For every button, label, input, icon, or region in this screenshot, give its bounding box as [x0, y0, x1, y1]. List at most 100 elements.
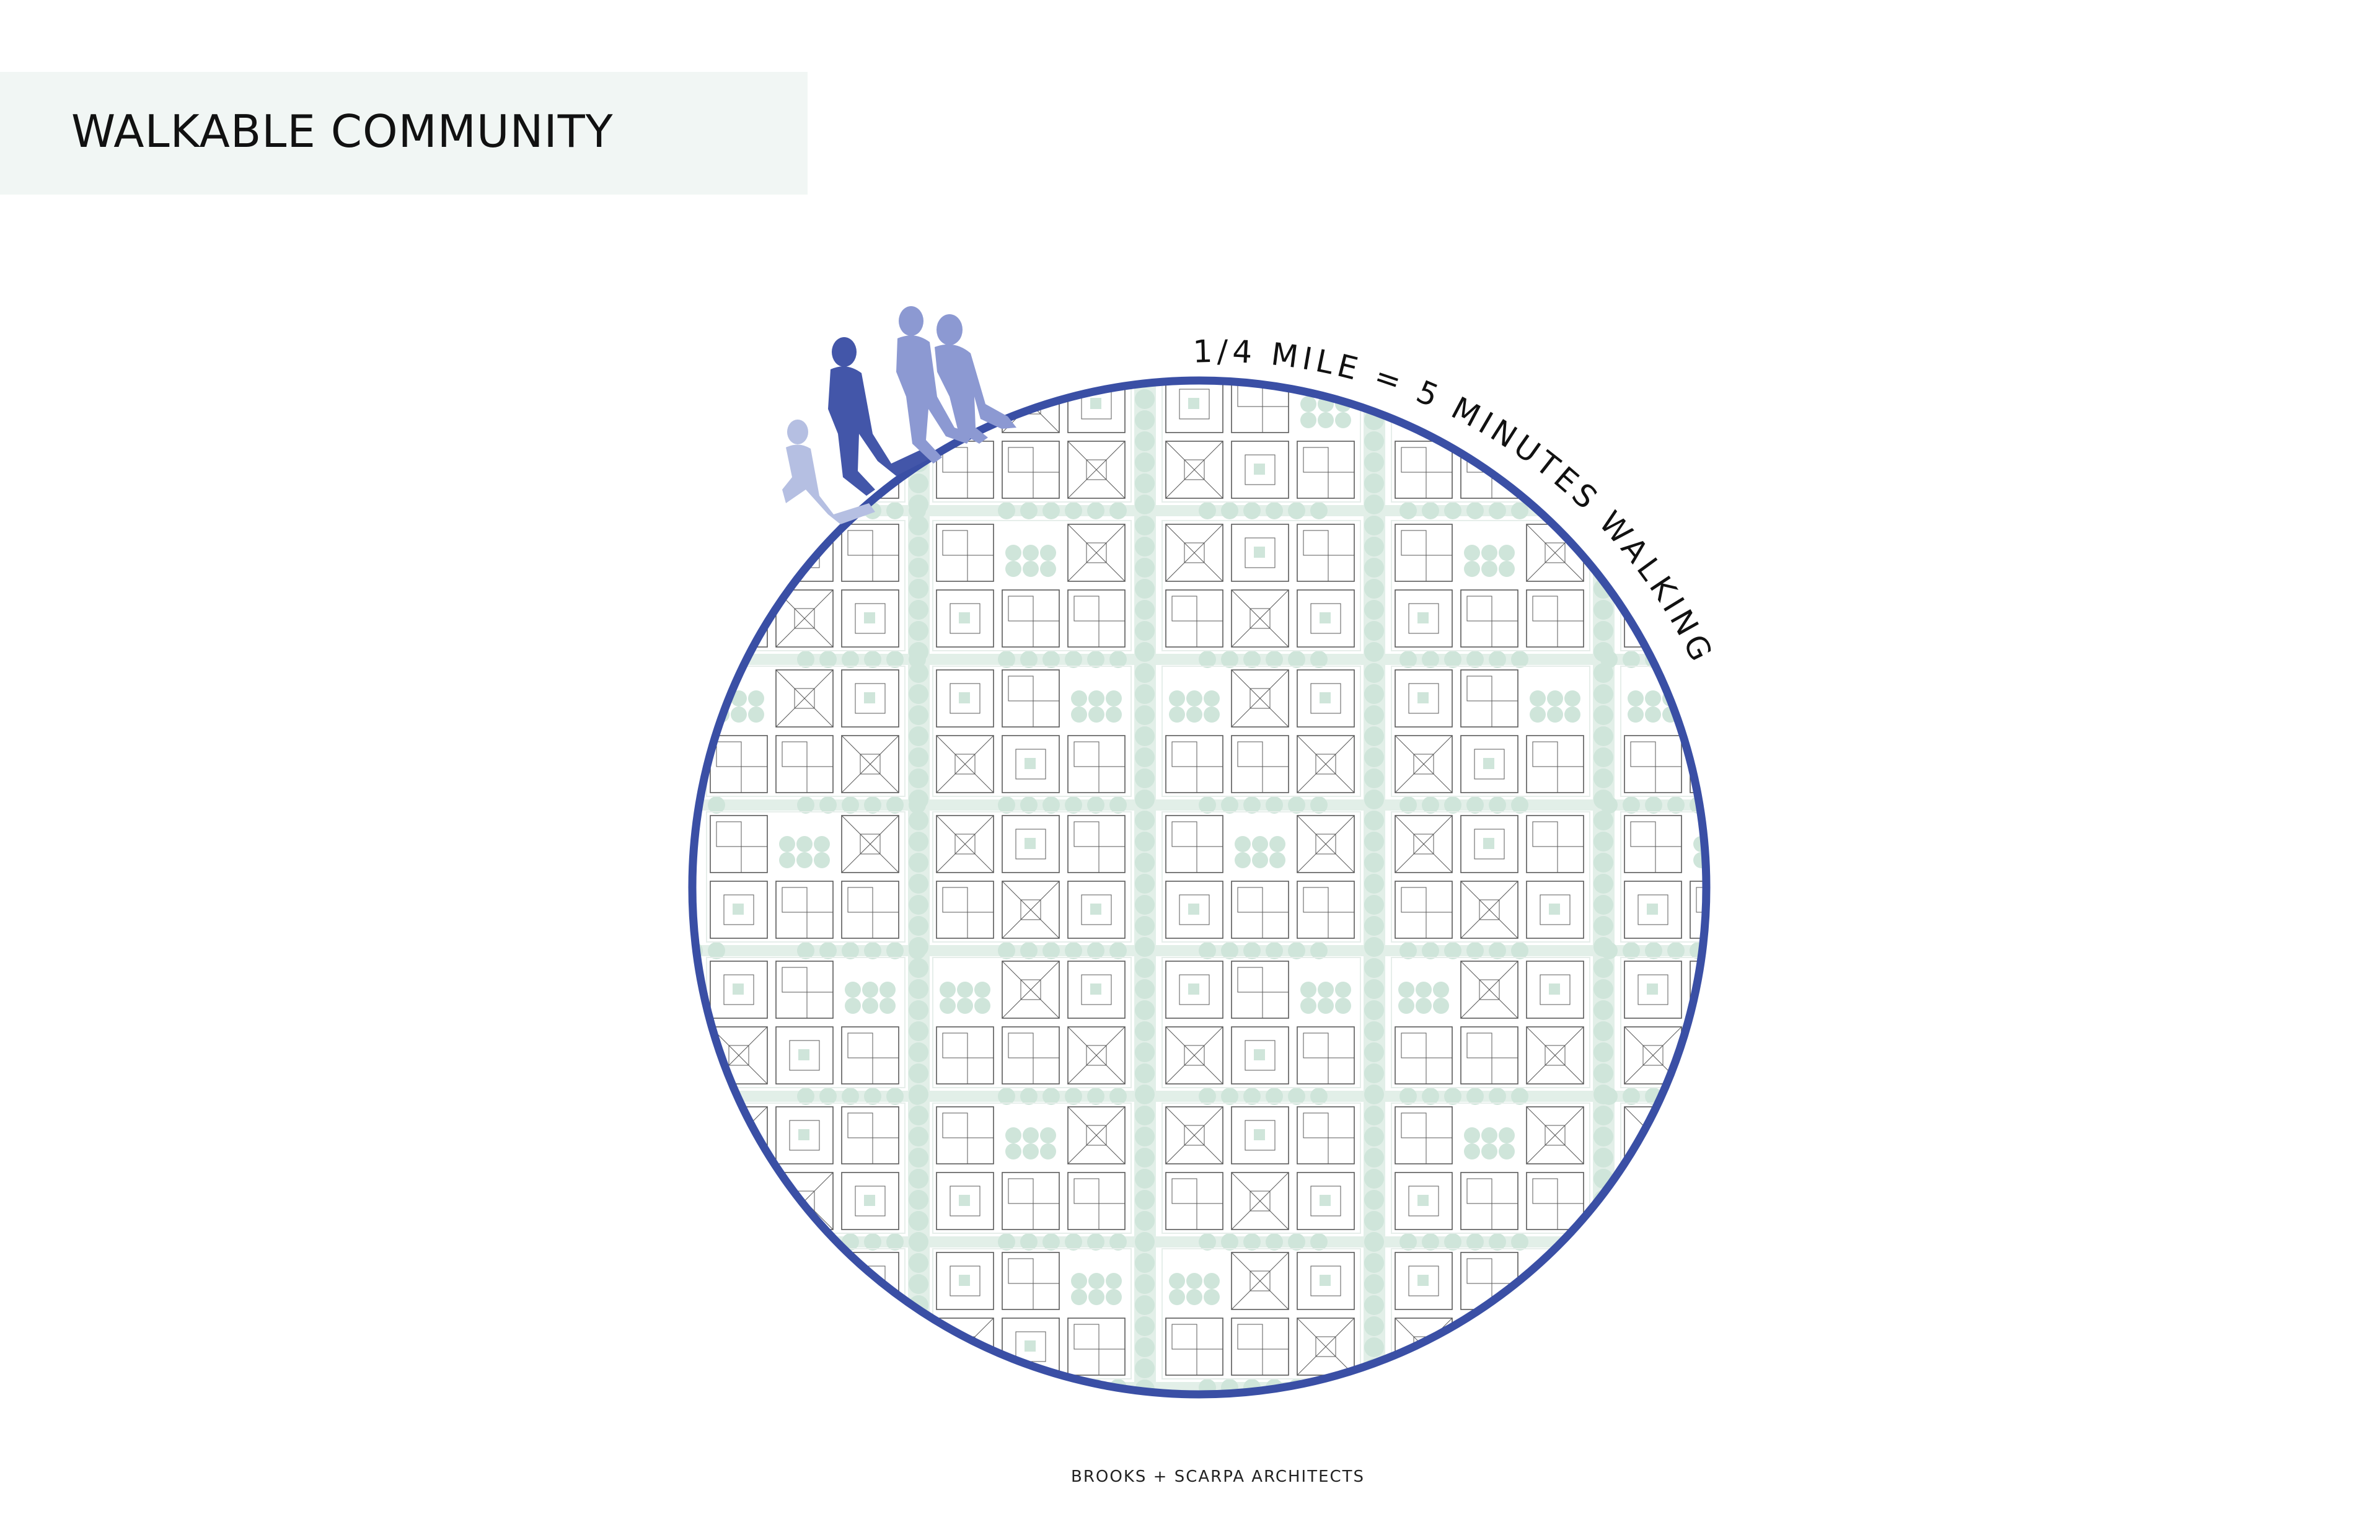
- street-tree: [1266, 1088, 1283, 1105]
- street-tree: [909, 1401, 928, 1420]
- roof-hip: [1315, 834, 1336, 855]
- street-tree: [1511, 651, 1528, 668]
- courtyard: [1408, 683, 1439, 714]
- street-tree: [1135, 705, 1155, 725]
- house-footprint: [1395, 1398, 1452, 1455]
- roof-hip: [1642, 459, 1664, 480]
- street-tree: [1135, 1295, 1155, 1315]
- street-tree: [1065, 502, 1082, 519]
- street-tree: [1135, 642, 1155, 662]
- street-tree: [1600, 942, 1618, 959]
- street-tree: [1364, 832, 1384, 851]
- room-outline: [1008, 596, 1034, 622]
- room-outline: [1466, 1258, 1492, 1284]
- house-footprint: [1231, 961, 1289, 1019]
- house-footprint: [1526, 1318, 1584, 1376]
- room-outline: [782, 382, 808, 407]
- room-outline: [1630, 821, 1656, 847]
- roof-line: [1756, 1318, 1813, 1375]
- roof-line: [1756, 1398, 1813, 1455]
- street-tree: [1712, 1525, 1729, 1540]
- house-footprint: [1297, 881, 1355, 939]
- street-tree: [1199, 502, 1216, 519]
- garden-tree: [1186, 706, 1202, 723]
- house-footprint: [710, 815, 768, 873]
- street-tree: [1593, 1358, 1613, 1378]
- street-tree: [1466, 1525, 1484, 1540]
- courtyard: [1540, 1477, 1570, 1507]
- street-tree: [842, 1088, 859, 1105]
- street-tree: [1823, 1337, 1843, 1357]
- street-tree: [1712, 1088, 1729, 1105]
- street-tree: [1135, 495, 1155, 514]
- garden-tree: [1235, 1435, 1251, 1451]
- roof-line: [936, 815, 994, 873]
- street-tree: [1065, 1525, 1082, 1540]
- street-tree: [1288, 1525, 1305, 1540]
- courtyard-garden: [1483, 758, 1494, 769]
- street-tree: [1221, 1525, 1238, 1540]
- roof-hip: [1479, 979, 1500, 1000]
- street-tree: [1221, 502, 1238, 519]
- street-tree: [1243, 502, 1261, 519]
- garden-tree: [1530, 706, 1546, 723]
- garden-tree: [879, 396, 896, 412]
- garden-tree: [957, 982, 973, 998]
- street-tree: [797, 1088, 814, 1105]
- street-tree: [1444, 502, 1461, 519]
- street-tree: [1511, 502, 1528, 519]
- street-tree: [998, 1088, 1015, 1105]
- garden-tree: [1169, 1289, 1185, 1305]
- street-tree: [1042, 942, 1060, 959]
- courtyard-garden: [733, 1486, 744, 1497]
- roof-line: [1756, 1318, 1813, 1375]
- garden-tree: [1499, 1143, 1515, 1159]
- roof-line: [1690, 1252, 1705, 1310]
- street-tree: [1593, 663, 1613, 683]
- street-tree: [1593, 1316, 1613, 1336]
- walker-child-icon: [782, 420, 875, 524]
- garden-tree: [796, 1419, 813, 1435]
- street-tree: [1422, 651, 1439, 668]
- walker-adult-dark-icon: [828, 337, 935, 496]
- room-outline: [716, 741, 742, 767]
- room-outline: [782, 741, 808, 767]
- street-tree: [1823, 1042, 1843, 1062]
- garden-tree: [1204, 690, 1220, 706]
- garden-tree: [1794, 412, 1810, 428]
- street-tree: [1593, 979, 1613, 999]
- house-footprint: [710, 735, 768, 793]
- street-tree: [1422, 942, 1439, 959]
- street-tree: [1823, 368, 1843, 388]
- street-tree: [1135, 516, 1155, 535]
- house-footprint: [1297, 1398, 1354, 1455]
- garden-tree: [1005, 1143, 1021, 1159]
- house-footprint: [1624, 382, 1682, 433]
- street-tree: [819, 942, 837, 959]
- room-outline: [942, 1112, 968, 1138]
- room-outline: [1303, 447, 1329, 473]
- house-footprint: [1756, 441, 1813, 498]
- house-footprint: [1690, 1026, 1705, 1085]
- street-tree: [1087, 1233, 1104, 1251]
- architect-credit: BROOKS + SCARPA ARCHITECTS: [1071, 1467, 1365, 1486]
- house-footprint: [1526, 589, 1584, 648]
- room-outline: [942, 887, 968, 913]
- garden-tree: [1464, 1127, 1480, 1143]
- street-tree: [1823, 1232, 1843, 1252]
- room-outline: [1237, 967, 1263, 993]
- street-tree: [1135, 431, 1155, 451]
- street-tree: [1593, 1042, 1613, 1062]
- garden-tree: [1628, 1273, 1644, 1289]
- street-tree: [1288, 796, 1305, 814]
- street-tree: [909, 1169, 928, 1189]
- street-tree: [1135, 473, 1155, 493]
- house-footprint: [1165, 1318, 1223, 1376]
- courtyard-garden: [1025, 1420, 1036, 1432]
- roof-line: [1395, 1398, 1452, 1455]
- house-footprint: [1002, 669, 1060, 728]
- house-footprint: [1756, 1173, 1813, 1230]
- house-footprint: [1756, 524, 1813, 581]
- street-tree: [1364, 1021, 1384, 1041]
- roof-hip: [728, 459, 749, 480]
